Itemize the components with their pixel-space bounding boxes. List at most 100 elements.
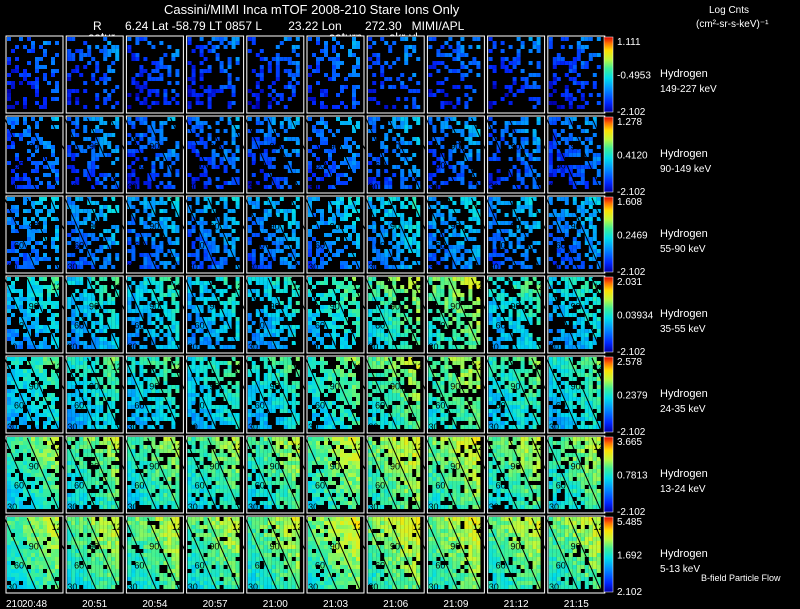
species-label: Hydrogen [660,388,708,400]
image-frame: 30 60 90 12 [485,275,565,354]
image-frame: 30 60 90 12 [124,435,204,514]
contour-label: 90 [450,541,460,551]
image-frame: 30 60 90 12 [425,355,505,434]
contour-label: 90 [330,541,340,551]
pixel-map [127,37,180,109]
image-frame: 30 60 90 [545,115,625,194]
contour-label: 60 [496,321,506,331]
contour-label: 90 [571,381,581,391]
image-frame: 30 60 90 12 [425,275,505,354]
contour-label: 90 [270,301,280,311]
contour-label: 90 [209,541,219,551]
contour-label: 12 [353,522,363,532]
energy-row: 30 60 90 12 30 60 90 12 30 60 90 12 30 60 90 12 30 60 90 12… [4,355,625,434]
colorbar-mid: 0.03934 [617,311,654,322]
image-frame [366,35,425,114]
contour-label: 30 [248,582,258,592]
contour-label: 60 [435,481,445,491]
contour-label: 30 [308,582,318,592]
contour-label: 30 [429,422,439,432]
species-label: Hydrogen [660,228,708,240]
pixel-map [548,517,601,589]
colorbar: 3.665 0.7813 -2.102 Hydrogen 13-24 keV [603,436,708,518]
contour-label: 90 [390,301,400,311]
pixel-map [548,197,601,269]
contour-label: 30 [7,342,17,352]
image-frame: 30 60 90 12 [244,275,324,354]
contour-label: 30 [489,422,499,432]
contour-label: 90 [571,141,581,151]
contour-label: 30 [489,262,499,272]
contour-label: 90 [149,461,159,471]
contour-label: 12 [593,282,603,292]
contour-label: 12 [112,362,122,372]
image-frame: 30 60 90 12 [64,355,143,434]
contour-label: 30 [368,342,378,352]
contour-label: 12 [353,282,363,292]
contour-label: 90 [510,221,520,231]
pixel-map [548,117,601,189]
image-frame: 30 60 90 12 [305,515,384,594]
pixel-map [67,197,120,269]
pixel-map [308,197,360,269]
image-frame: 30 60 90 12 [184,275,264,354]
contour-label: 30 [308,342,318,352]
colorbar-max: 3.665 [617,437,642,448]
image-frame: 30 60 90 12 [365,275,444,354]
contour-label: 30 [188,422,198,432]
pixel-map [368,517,421,589]
contour-label: 12 [172,442,182,452]
contour-label: 60 [195,161,205,171]
pixel-map [247,117,300,189]
contour-label: 12 [593,522,603,532]
image-frame: 30 60 90 [124,115,204,194]
contour-label: 60 [134,561,144,571]
contour-label: 60 [556,321,566,331]
contour-label: 60 [195,561,205,571]
contour-label: 60 [375,161,385,171]
contour-label: 90 [390,141,400,151]
colorbar-mid: 0.2379 [617,391,648,402]
contour-label: 60 [375,241,385,251]
units-title: Log Cnts [709,5,749,16]
contour-label: 30 [429,182,439,192]
energy-row [5,35,606,114]
contour-label: 60 [255,241,265,251]
image-frame [246,35,305,114]
contour-label: 30 [7,182,17,192]
contour-label: 90 [89,381,99,391]
image-frame: 30 60 90 [305,115,384,194]
image-frame: 30 60 90 12 [485,515,565,594]
contour-label: 60 [556,161,566,171]
contour-label: 90 [270,381,280,391]
pixel-map [187,37,240,109]
contour-label: 12 [112,282,122,292]
colorbar-max: 1.111 [617,37,641,48]
pixel-map [548,437,601,509]
contour-label: 60 [14,561,24,571]
image-frame: 30 60 90 12 [4,435,83,514]
contour-label: 12 [292,362,302,372]
contour-label: 30 [429,262,439,272]
pixel-map [247,37,300,109]
time-tick: 21:06 [383,599,408,609]
image-frame: 30 60 90 12 [425,435,505,514]
energy-row: 30 60 90 30 60 90 30 60 90 30 60 90 30 60 90 30 60 90 30 60… [4,195,625,274]
contour-label: 12 [232,362,242,372]
image-frame: 30 60 90 [124,195,204,274]
contour-label: 60 [435,561,445,571]
contour-label: 90 [450,301,460,311]
colorbar-mid: 1.692 [617,551,642,562]
energy-range-label: 24-35 keV [660,404,706,415]
pixel-map [308,517,360,589]
pixel-map [187,117,240,189]
image-frame: 30 60 90 [425,115,505,194]
pitch-angle-contours: 30 60 90 [305,197,384,272]
pixel-map [488,37,541,109]
contour-label: 30 [188,262,198,272]
time-tick: 20:48 [22,599,47,609]
contour-label: 60 [315,241,325,251]
contour-label: 90 [510,301,520,311]
contour-label: 30 [188,342,198,352]
